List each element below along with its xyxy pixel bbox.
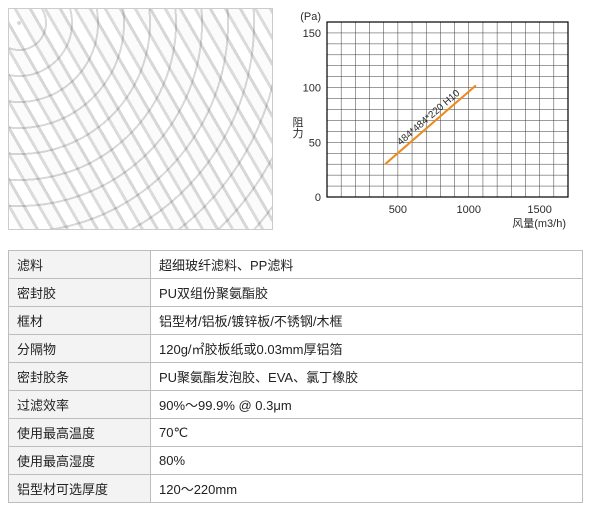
svg-text:(Pa): (Pa): [300, 11, 321, 23]
table-row: 密封胶条PU聚氨酯发泡胶、EVA、氯丁橡胶: [9, 363, 583, 391]
spec-label: 铝型材可选厚度: [9, 475, 151, 503]
spec-label: 使用最高湿度: [9, 447, 151, 475]
table-row: 密封胶PU双组份聚氨酯胶: [9, 279, 583, 307]
spec-label: 滤料: [9, 251, 151, 279]
filter-media-photo: [8, 8, 273, 230]
table-row: 使用最高温度70℃: [9, 419, 583, 447]
spec-value: 70℃: [151, 419, 583, 447]
spec-value: 超细玻纤滤料、PP滤料: [151, 251, 583, 279]
svg-text:1500: 1500: [527, 204, 551, 216]
table-row: 分隔物120g/㎡胶板纸或0.03mm厚铝箔: [9, 335, 583, 363]
spec-value: 铝型材/铝板/镀锌板/不锈钢/木框: [151, 307, 583, 335]
spec-label: 使用最高温度: [9, 419, 151, 447]
spec-label: 密封胶: [9, 279, 151, 307]
svg-text:1000: 1000: [457, 204, 481, 216]
top-row: 50010001500050100150风量(m3/h)阻力(Pa)484*48…: [8, 8, 585, 236]
pressure-flow-chart: 50010001500050100150风量(m3/h)阻力(Pa)484*48…: [283, 8, 578, 236]
svg-text:0: 0: [315, 192, 321, 204]
table-row: 过滤效率90%～99.9% @ 0.3μm: [9, 391, 583, 419]
table-row: 滤料超细玻纤滤料、PP滤料: [9, 251, 583, 279]
svg-text:50: 50: [309, 137, 321, 149]
svg-text:100: 100: [303, 83, 321, 95]
spec-value: 90%～99.9% @ 0.3μm: [151, 391, 583, 419]
svg-text:500: 500: [389, 204, 407, 216]
chart-svg: 50010001500050100150风量(m3/h)阻力(Pa)484*48…: [283, 8, 578, 233]
spec-label: 框材: [9, 307, 151, 335]
svg-text:风量(m3/h): 风量(m3/h): [512, 217, 566, 230]
spec-label: 密封胶条: [9, 363, 151, 391]
spec-value: 80%: [151, 447, 583, 475]
spec-label: 分隔物: [9, 335, 151, 363]
spec-label: 过滤效率: [9, 391, 151, 419]
spec-value: PU双组份聚氨酯胶: [151, 279, 583, 307]
table-row: 铝型材可选厚度120～220mm: [9, 475, 583, 503]
table-row: 使用最高湿度80%: [9, 447, 583, 475]
spec-value: 120～220mm: [151, 475, 583, 503]
svg-text:阻力: 阻力: [291, 116, 304, 138]
spec-table: 滤料超细玻纤滤料、PP滤料密封胶PU双组份聚氨酯胶框材铝型材/铝板/镀锌板/不锈…: [8, 250, 583, 503]
table-row: 框材铝型材/铝板/镀锌板/不锈钢/木框: [9, 307, 583, 335]
spec-value: PU聚氨酯发泡胶、EVA、氯丁橡胶: [151, 363, 583, 391]
svg-text:150: 150: [303, 28, 321, 40]
spec-value: 120g/㎡胶板纸或0.03mm厚铝箔: [151, 335, 583, 363]
